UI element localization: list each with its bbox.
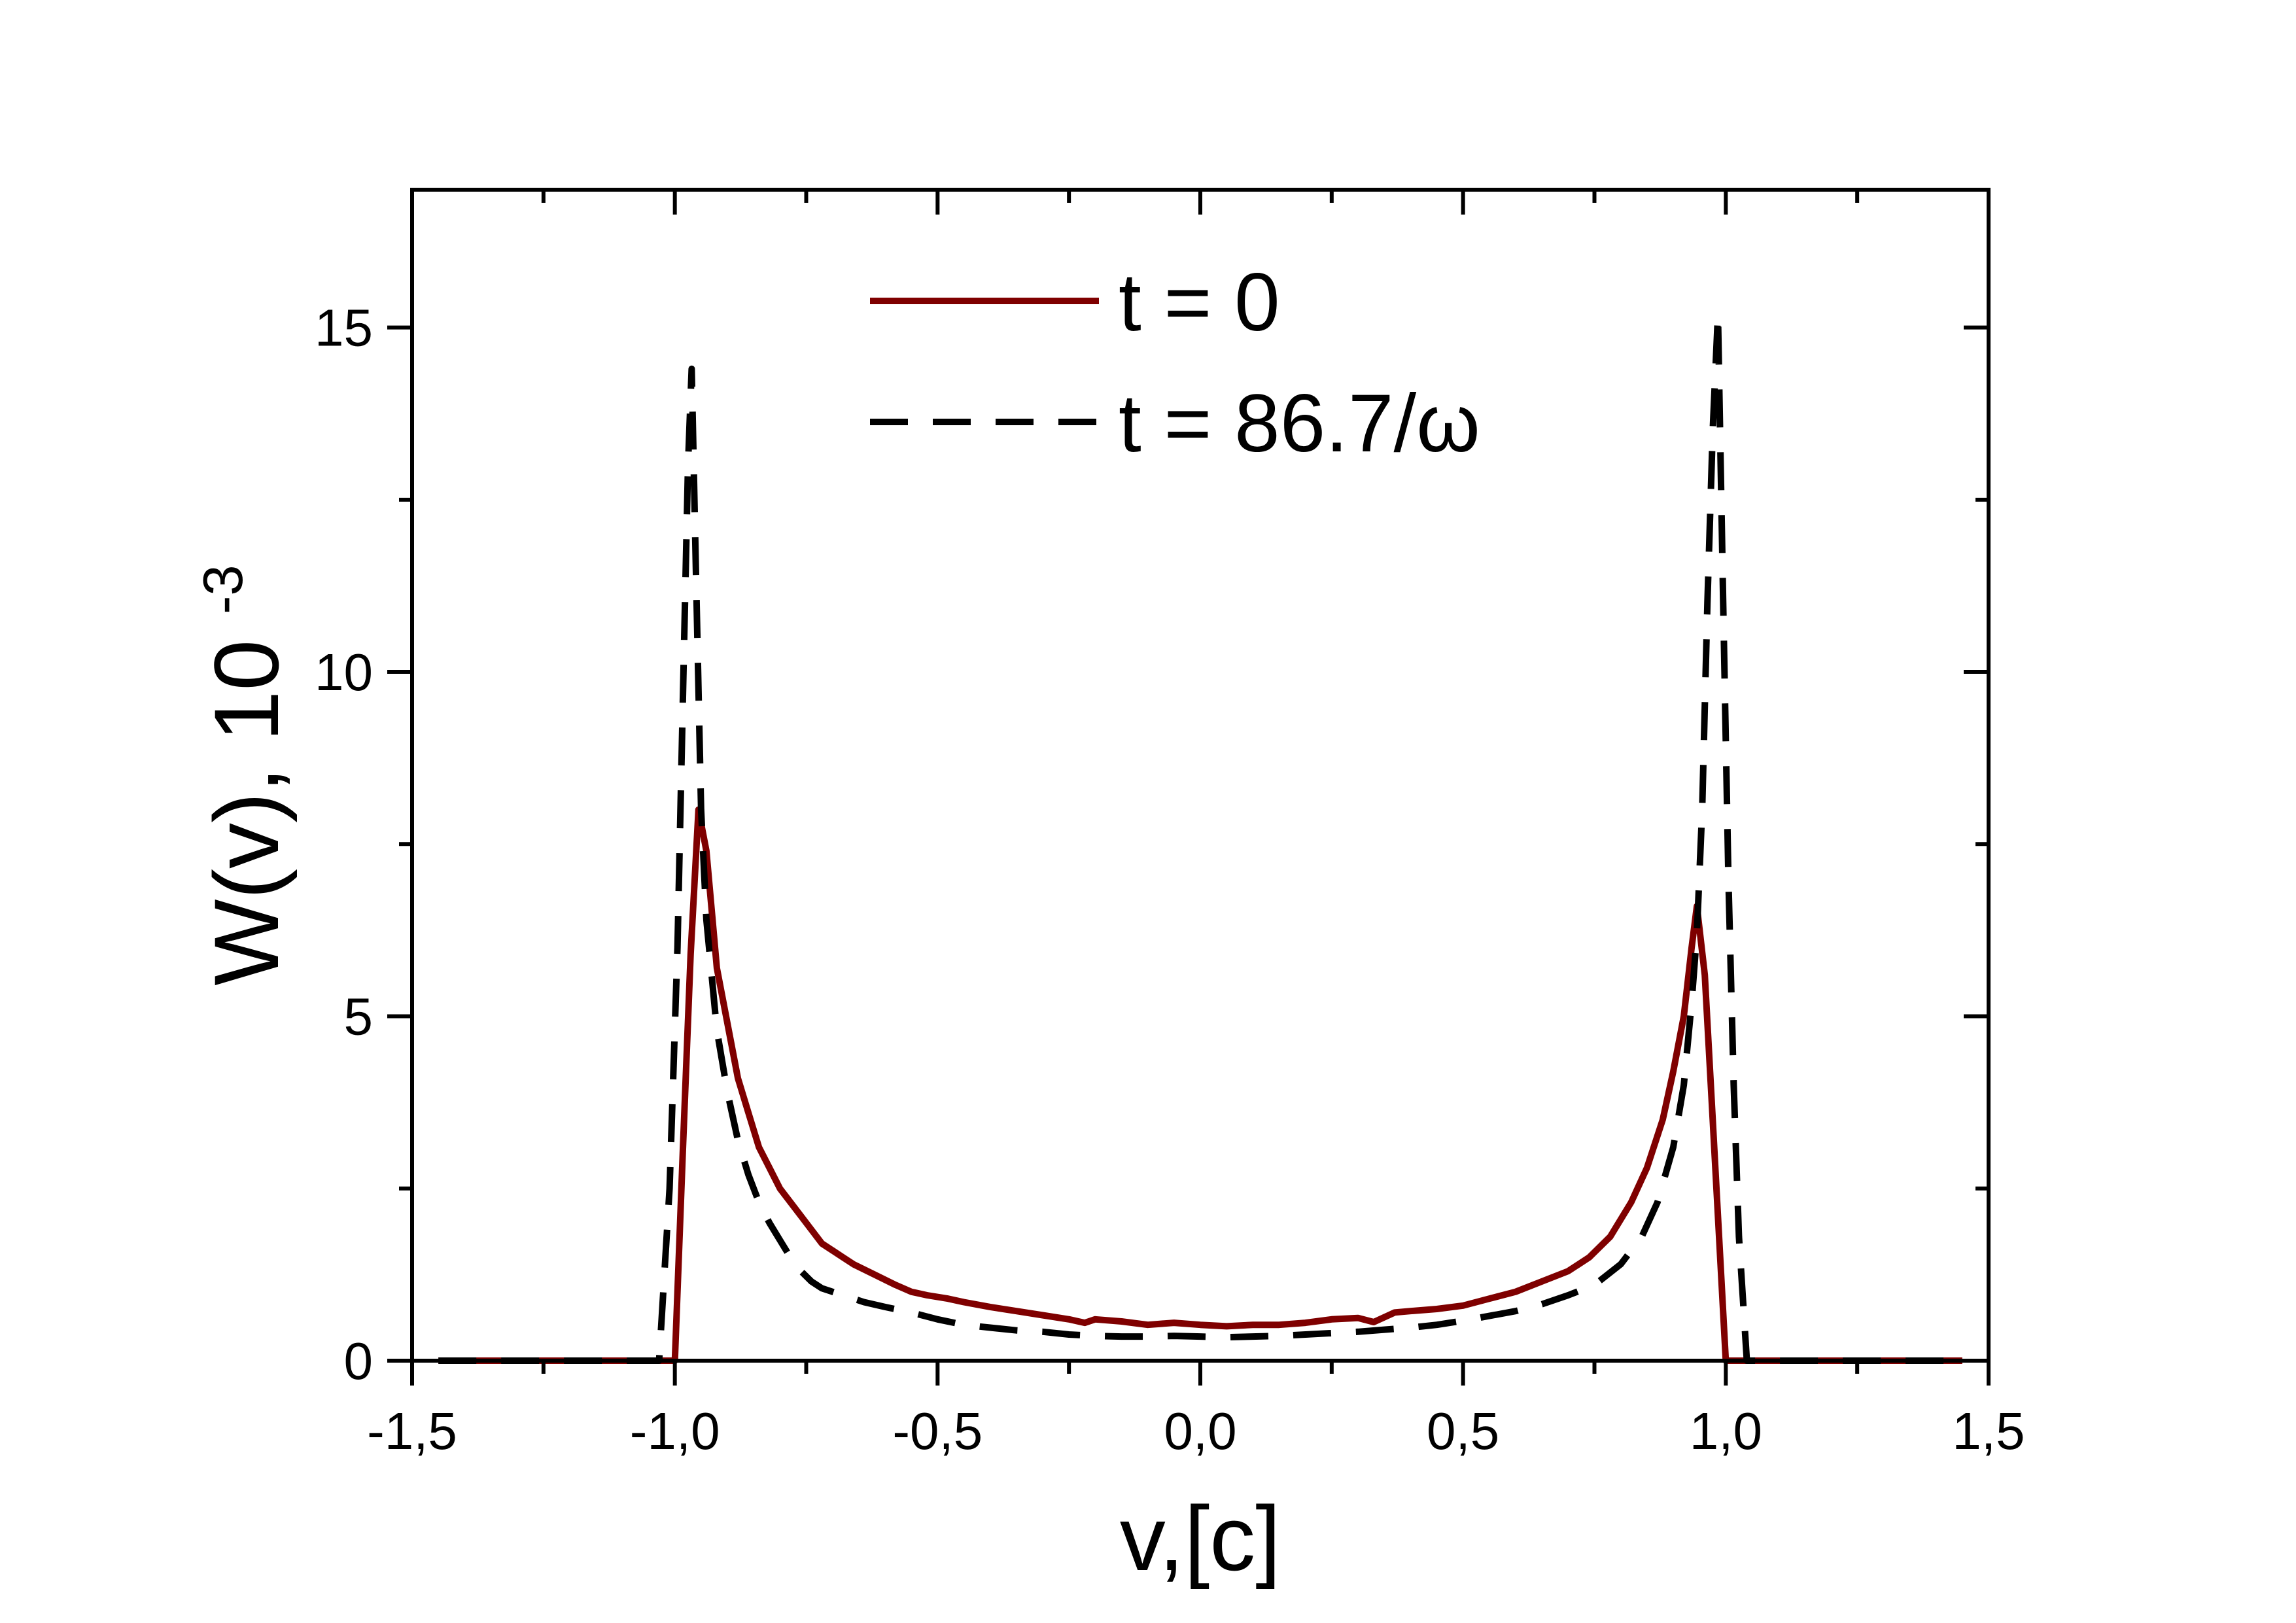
x-tick-label: 0,0 [1164,1402,1236,1460]
x-tick-label: -1,0 [630,1402,720,1460]
tick-labels-layer: -1,5 -1,0 -0,5 0,0 0,5 1,0 1,5 0 5 10 15 [315,299,2025,1460]
y-axis-title: W(v), 10 -3 [192,565,298,985]
legend-label-t86: t = 86.7/ω [1119,378,1480,469]
ticks-layer [387,190,1991,1386]
y-axis-title-group: W(v), 10 -3 [192,565,298,985]
x-tick-label: 1,0 [1690,1402,1762,1460]
series-layer [438,310,1962,1364]
series-line-1 [438,310,1962,1364]
x-tick-label: 0,5 [1427,1402,1499,1460]
y-tick-label: 10 [315,643,373,701]
x-tick-label: -0,5 [892,1402,983,1460]
y-axis-title-exponent: -3 [192,565,254,614]
x-axis-title: v,[c] [1120,1487,1281,1590]
series-line-0 [438,806,1962,1364]
x-tick-label: 1,5 [1952,1402,2025,1460]
legend-label-t0: t = 0 [1119,257,1280,348]
y-tick-label: 5 [344,988,374,1046]
x-tick-label: -1,5 [367,1402,457,1460]
legend: t = 0 t = 86.7/ω [870,257,1480,469]
y-tick-label: 15 [315,299,373,357]
y-axis-title-main: W(v), 10 [195,640,298,986]
y-tick-label: 0 [344,1332,374,1390]
